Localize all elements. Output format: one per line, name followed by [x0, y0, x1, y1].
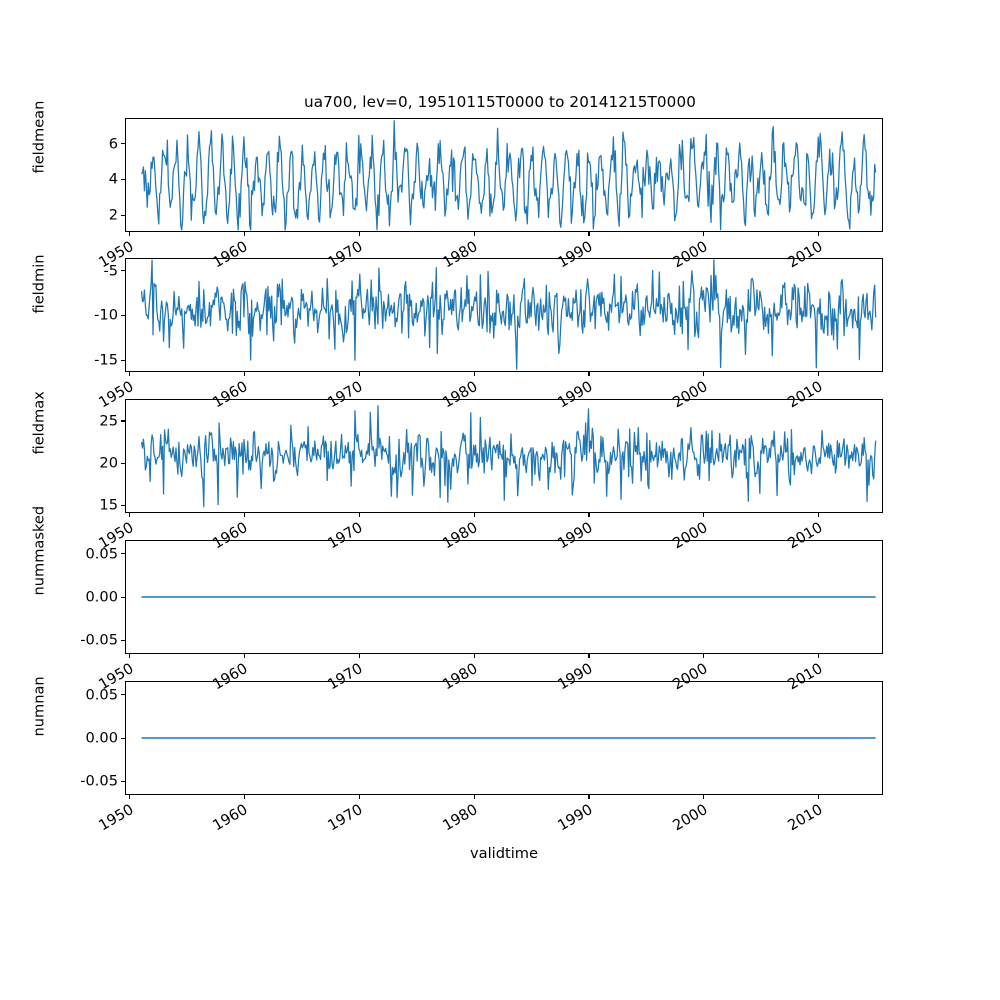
xtick-mark	[588, 654, 590, 658]
xtick-mark	[588, 372, 590, 376]
subplot-fieldmean	[125, 118, 883, 232]
ytick-mark	[121, 462, 125, 464]
xtick-mark	[588, 513, 590, 517]
xtick-mark	[129, 513, 131, 517]
ytick-mark	[121, 553, 125, 555]
series-line-numnan	[141, 737, 876, 739]
ytick-mark	[121, 420, 125, 422]
xtick-mark	[358, 372, 360, 376]
xtick-mark	[818, 232, 820, 236]
xtick-mark	[243, 372, 245, 376]
ytick-label: 4	[108, 170, 118, 188]
subplot-nummasked	[125, 540, 883, 654]
series-line-fieldmin	[140, 259, 877, 370]
ytick-label: 6	[108, 135, 118, 153]
xtick-mark	[358, 513, 360, 517]
xtick-mark	[473, 513, 475, 517]
ytick-label: 15	[99, 496, 118, 514]
xtick-mark	[243, 513, 245, 517]
xtick-mark	[588, 232, 590, 236]
ytick-mark	[121, 270, 125, 272]
ytick-mark	[121, 780, 125, 782]
ytick-mark	[121, 359, 125, 361]
ytick-label: -15	[94, 351, 118, 369]
xtick-mark	[129, 372, 131, 376]
xtick-mark	[358, 654, 360, 658]
xtick-mark	[129, 232, 131, 236]
xtick-mark	[473, 372, 475, 376]
xtick-label: 1970	[325, 801, 366, 835]
series-line-fieldmean	[140, 120, 877, 231]
ytick-mark	[121, 314, 125, 316]
xtick-mark	[703, 654, 705, 658]
xtick-mark	[358, 795, 360, 799]
series-line-nummasked	[141, 596, 876, 598]
subplot-fieldmin	[125, 258, 883, 372]
ytick-mark	[121, 737, 125, 739]
ytick-mark	[121, 214, 125, 216]
xtick-label: 1980	[439, 801, 481, 835]
ytick-label: 0.05	[85, 545, 119, 563]
xtick-label: 1960	[210, 801, 251, 835]
xtick-mark	[703, 372, 705, 376]
ytick-label: 0.05	[85, 686, 119, 704]
xtick-mark	[818, 654, 820, 658]
xlabel-validtime: validtime	[470, 845, 538, 862]
xtick-label: 2000	[669, 801, 711, 835]
xtick-mark	[243, 795, 245, 799]
xtick-mark	[129, 795, 131, 799]
subplot-fieldmax	[125, 399, 883, 513]
ytick-label: -5	[103, 262, 118, 280]
ytick-label: 25	[99, 412, 118, 430]
xtick-mark	[703, 513, 705, 517]
ytick-mark	[121, 639, 125, 641]
ytick-label: 2	[108, 206, 118, 224]
ytick-label: -10	[94, 306, 118, 324]
ytick-label: -0.05	[80, 631, 118, 649]
xtick-label: 1950	[95, 801, 137, 835]
xtick-label: 2010	[784, 801, 826, 835]
figure-title: ua700, lev=0, 19510115T0000 to 20141215T…	[304, 93, 696, 111]
xtick-mark	[703, 795, 705, 799]
ytick-label: 0.00	[85, 588, 119, 606]
xtick-mark	[473, 795, 475, 799]
ytick-label: 0.00	[85, 729, 119, 747]
xtick-mark	[818, 795, 820, 799]
ytick-label: -0.05	[80, 772, 118, 790]
ytick-mark	[121, 694, 125, 696]
ytick-label: 20	[99, 454, 118, 472]
xtick-label: 1990	[554, 801, 596, 835]
ytick-mark	[121, 596, 125, 598]
subplot-numnan	[125, 681, 883, 795]
xtick-mark	[818, 513, 820, 517]
xtick-mark	[473, 654, 475, 658]
xtick-mark	[358, 232, 360, 236]
ytick-mark	[121, 143, 125, 145]
series-line-fieldmax	[140, 405, 877, 508]
ytick-mark	[121, 504, 125, 506]
ytick-mark	[121, 178, 125, 180]
xtick-mark	[588, 795, 590, 799]
xtick-mark	[129, 654, 131, 658]
xtick-mark	[473, 232, 475, 236]
xtick-mark	[818, 372, 820, 376]
xtick-mark	[243, 654, 245, 658]
xtick-mark	[703, 232, 705, 236]
xtick-mark	[243, 232, 245, 236]
